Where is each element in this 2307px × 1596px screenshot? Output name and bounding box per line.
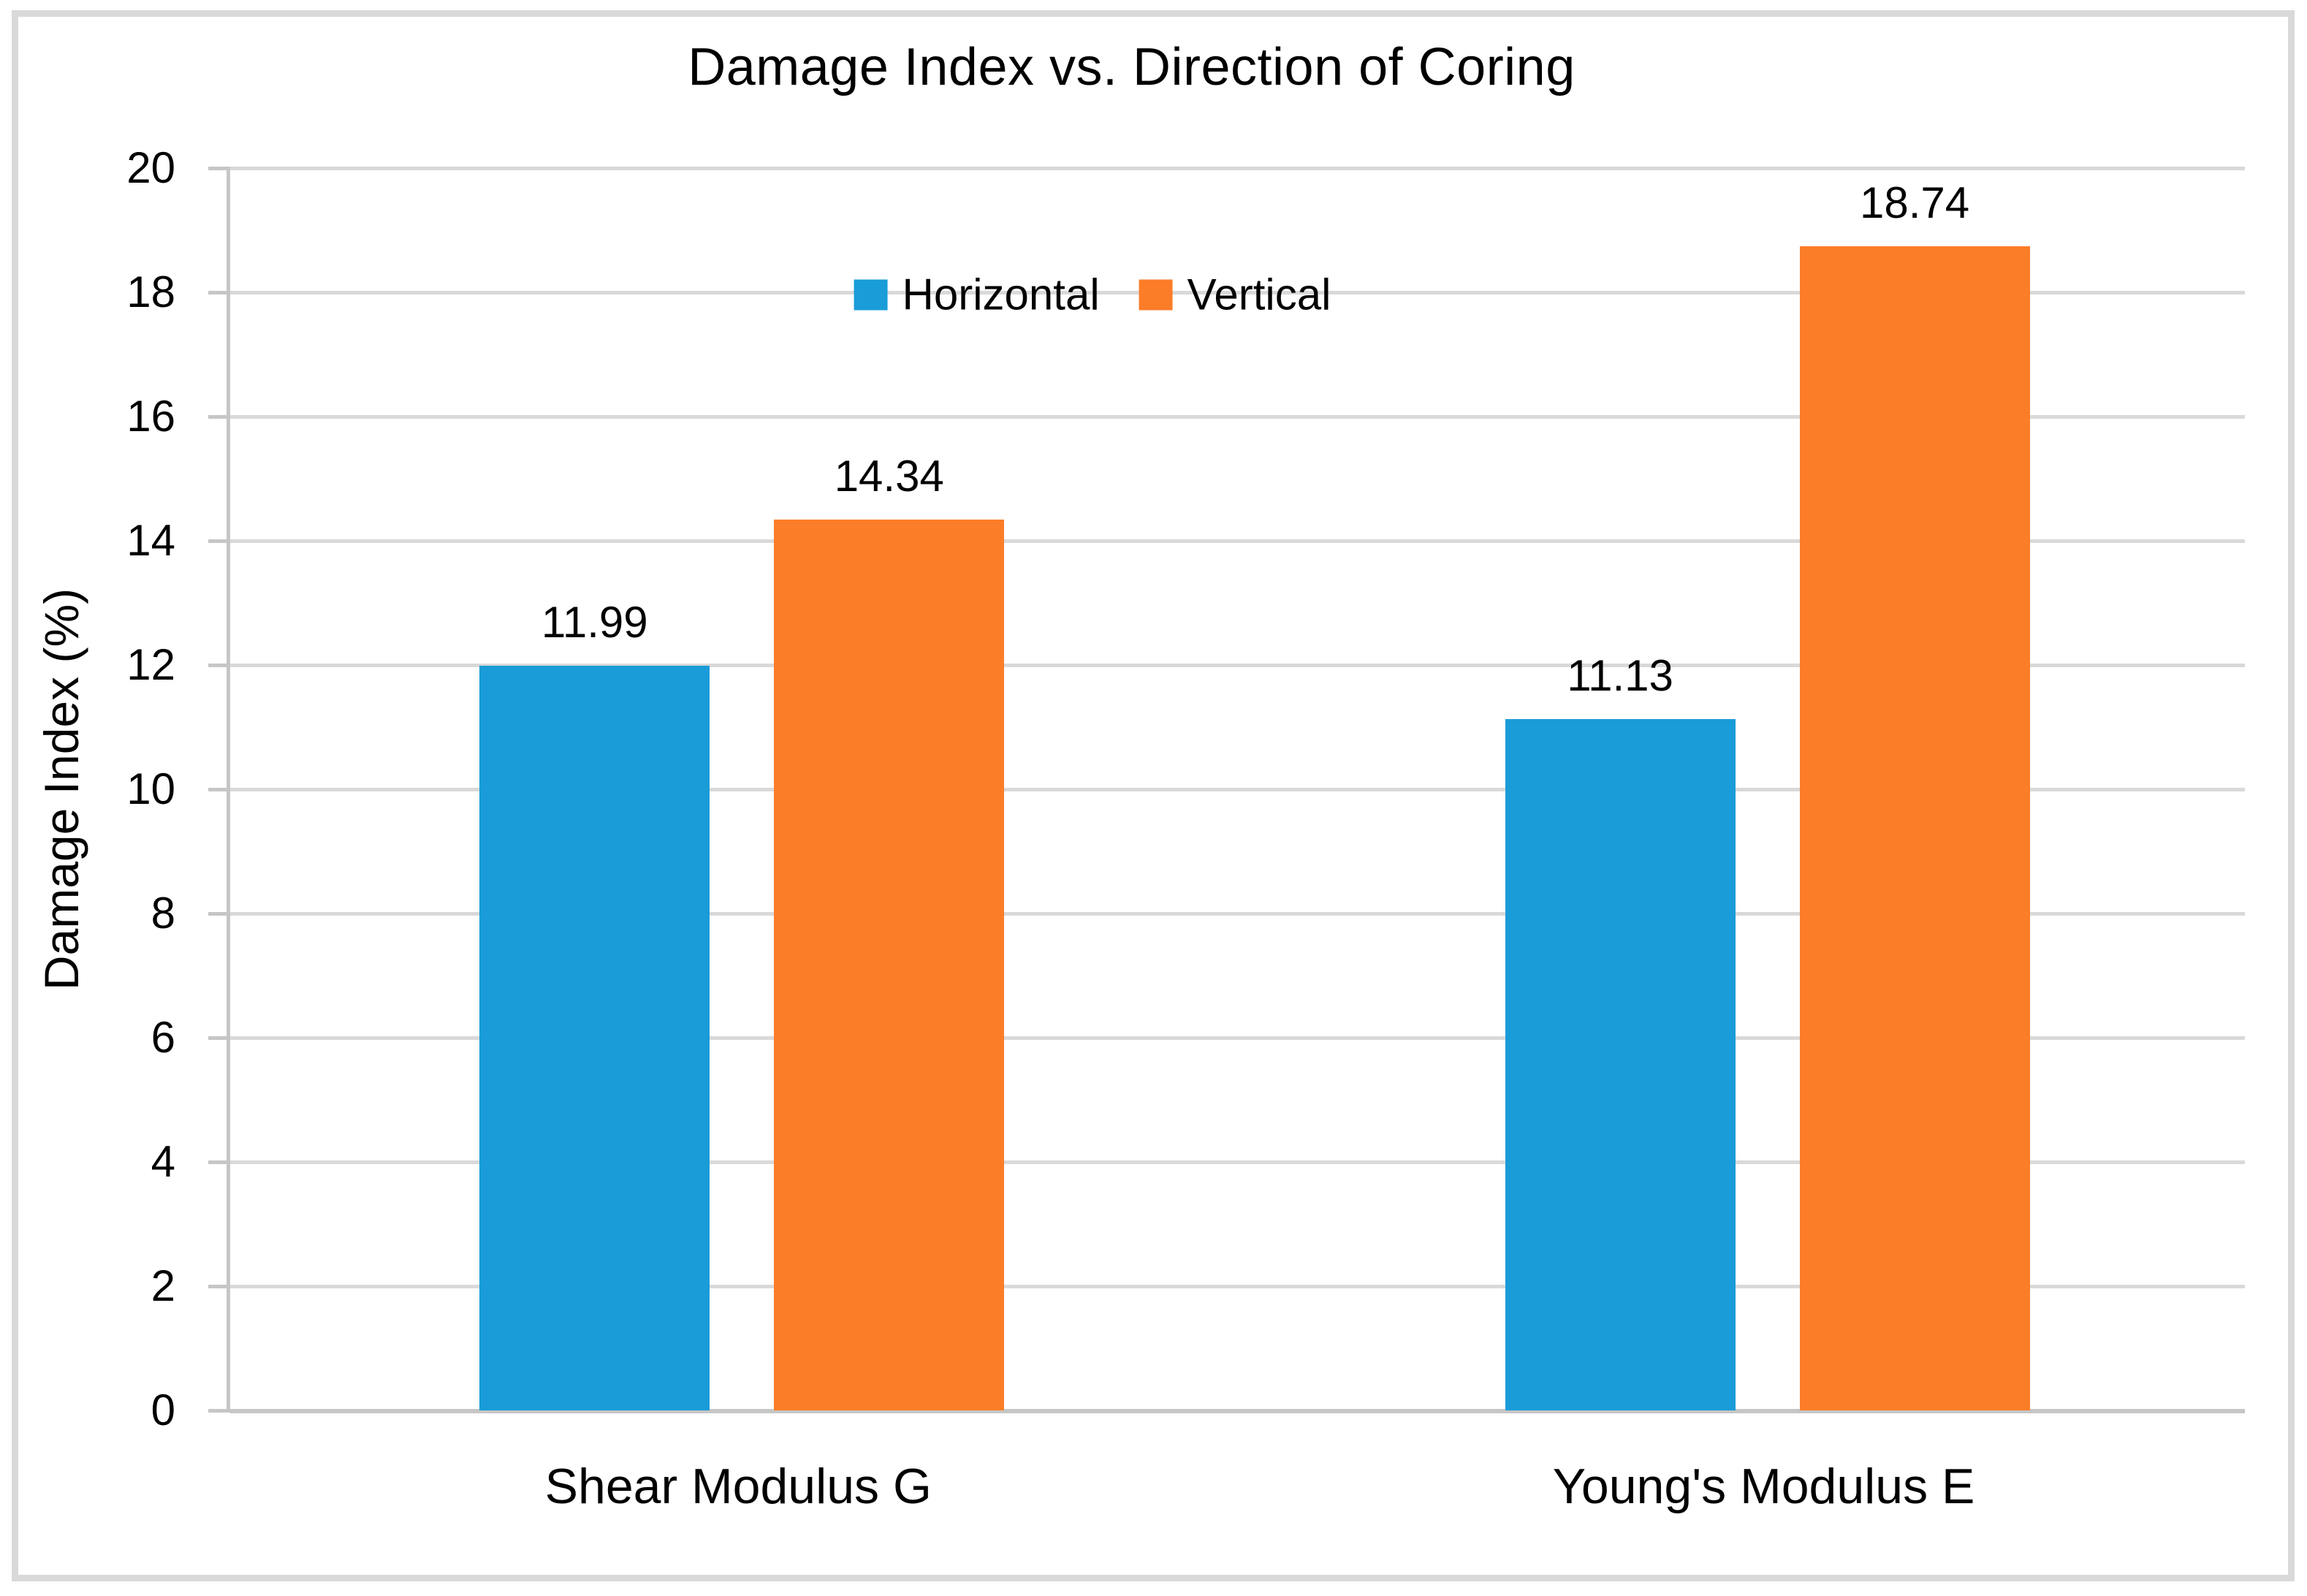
gridline-y-4 [230,1160,2245,1164]
y-tick-mark-6 [208,1036,230,1040]
gridline-y-16 [230,415,2245,419]
bar-wrap-horizontal-2: 11.13 [1505,168,1736,1410]
y-tick-label-12: 12 [126,640,175,689]
legend-label-horizontal: Horizontal [902,270,1100,319]
y-tick-mark-18 [208,291,230,294]
y-tick-label-20: 20 [126,143,175,192]
y-tick-mark-12 [208,664,230,667]
bar-vertical-1 [774,520,1005,1410]
gridline-y-18 [230,291,2245,294]
y-axis-tick-labels: 0 2 4 6 8 10 12 14 16 18 20 [0,143,175,1434]
gridline-y-12 [230,664,2245,667]
gridline-y-8 [230,912,2245,916]
chart-title: Damage Index vs. Direction of Coring [688,38,1576,96]
gridline-y-2 [230,1285,2245,1288]
y-tick-mark-14 [208,539,230,543]
plot-area: Horizontal Vertical 11.99 14.34 11.13 18.74 [208,167,2245,1413]
x-axis-category-labels: Shear Modulus G Young's Modulus E [227,1458,2241,1524]
legend-swatch-horizontal [854,279,888,310]
x-category-label-2: Young's Modulus E [1552,1459,1975,1514]
y-tick-label-0: 0 [151,1386,175,1434]
gridline-y-10 [230,788,2245,791]
legend-item-vertical: Vertical [1139,270,1331,320]
gridline-y-20 [230,167,2245,170]
legend: Horizontal Vertical [854,270,1331,320]
y-tick-label-18: 18 [126,267,175,316]
data-label-vertical-1: 14.34 [834,452,944,501]
y-tick-mark-4 [208,1160,230,1164]
y-tick-mark-10 [208,788,230,791]
y-tick-mark-0 [208,1409,230,1413]
y-tick-mark-8 [208,912,230,916]
legend-swatch-vertical [1139,279,1173,310]
bar-wrap-horizontal-1: 11.99 [479,168,710,1410]
data-label-horizontal-2: 11.13 [1567,650,1673,700]
y-tick-label-16: 16 [126,392,175,441]
y-tick-label-8: 8 [151,889,175,938]
bar-horizontal-2 [1505,718,1736,1410]
gridline-y-6 [230,1036,2245,1040]
gridline-y-14 [230,539,2245,543]
bar-group-1: 11.99 14.34 [479,168,1005,1410]
y-tick-label-2: 2 [151,1261,175,1310]
data-label-vertical-2: 18.74 [1860,178,1970,228]
legend-item-horizontal: Horizontal [854,270,1100,320]
y-tick-mark-2 [208,1285,230,1288]
y-tick-mark-20 [208,167,230,170]
y-tick-label-10: 10 [126,764,175,813]
legend-label-vertical: Vertical [1187,270,1331,319]
bar-horizontal-1 [479,665,710,1410]
y-tick-label-6: 6 [151,1013,175,1062]
bar-wrap-vertical-2: 18.74 [1799,168,2030,1410]
x-category-label-1: Shear Modulus G [544,1459,932,1514]
bar-wrap-vertical-1: 14.34 [774,168,1005,1410]
bar-group-2: 11.13 18.74 [1505,168,2030,1410]
gridline-y-0 [230,1409,2245,1413]
y-tick-label-14: 14 [126,516,175,565]
y-tick-mark-16 [208,415,230,419]
data-label-horizontal-1: 11.99 [541,597,648,647]
bar-vertical-2 [1799,246,2030,1410]
y-tick-label-4: 4 [151,1137,175,1186]
